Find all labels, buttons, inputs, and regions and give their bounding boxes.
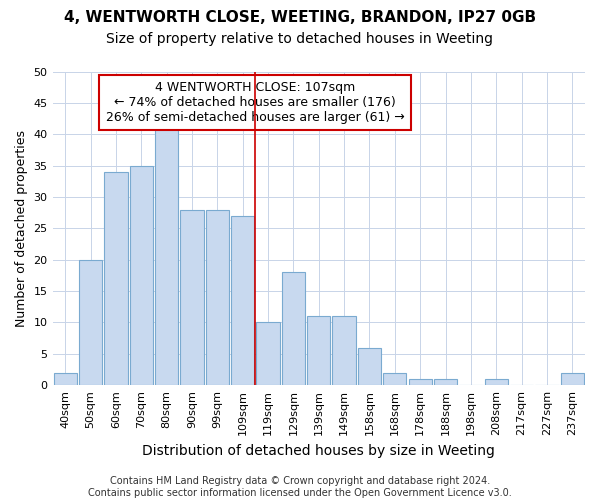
Bar [409, 379, 432, 385]
Bar [181, 210, 203, 385]
Bar [282, 272, 305, 385]
Bar [383, 372, 406, 385]
X-axis label: Distribution of detached houses by size in Weeting: Distribution of detached houses by size … [142, 444, 495, 458]
Bar [256, 322, 280, 385]
Bar [206, 210, 229, 385]
Bar [560, 372, 584, 385]
Bar [307, 316, 331, 385]
Text: 4 WENTWORTH CLOSE: 107sqm
← 74% of detached houses are smaller (176)
26% of semi: 4 WENTWORTH CLOSE: 107sqm ← 74% of detac… [106, 81, 404, 124]
Y-axis label: Number of detached properties: Number of detached properties [15, 130, 28, 327]
Bar [358, 348, 381, 385]
Bar [434, 379, 457, 385]
Bar [130, 166, 153, 385]
Text: Contains HM Land Registry data © Crown copyright and database right 2024.
Contai: Contains HM Land Registry data © Crown c… [88, 476, 512, 498]
Bar [332, 316, 356, 385]
Bar [231, 216, 254, 385]
Text: 4, WENTWORTH CLOSE, WEETING, BRANDON, IP27 0GB: 4, WENTWORTH CLOSE, WEETING, BRANDON, IP… [64, 10, 536, 25]
Text: Size of property relative to detached houses in Weeting: Size of property relative to detached ho… [107, 32, 493, 46]
Bar [79, 260, 102, 385]
Bar [104, 172, 128, 385]
Bar [155, 128, 178, 385]
Bar [485, 379, 508, 385]
Bar [53, 372, 77, 385]
